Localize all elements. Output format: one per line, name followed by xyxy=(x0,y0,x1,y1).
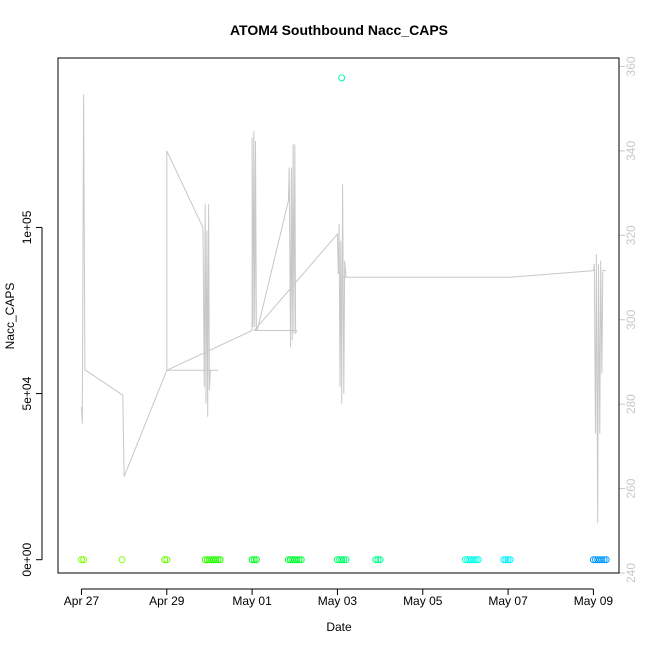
series-line xyxy=(81,94,607,524)
plot-frame xyxy=(57,57,620,574)
scatter-point xyxy=(374,556,382,564)
scatter-point xyxy=(506,556,514,564)
scatter-point xyxy=(250,556,258,564)
y2-tick-label: 240 xyxy=(624,563,638,583)
scatter-point xyxy=(216,556,224,564)
x-tick-label: May 01 xyxy=(232,594,272,608)
scatter-point xyxy=(118,556,126,564)
scatter-point xyxy=(504,556,512,564)
y-tick-label: 0e+00 xyxy=(20,543,34,577)
scatter-point xyxy=(600,556,608,564)
y2-tick-label: 260 xyxy=(624,478,638,498)
chart-title: ATOM4 Southbound Nacc_CAPS xyxy=(230,22,448,38)
points-layer xyxy=(78,74,610,564)
scatter-point xyxy=(340,556,348,564)
y2-tick-label: 280 xyxy=(624,394,638,414)
y2-tick-label: 300 xyxy=(624,309,638,329)
scatter-point xyxy=(293,556,301,564)
x-axis-label: Date xyxy=(326,620,352,634)
series-layer xyxy=(81,94,607,524)
scatter-point xyxy=(212,556,220,564)
scatter-point xyxy=(78,556,85,564)
scatter-point xyxy=(248,556,256,564)
y2-tick-label: 360 xyxy=(624,56,638,76)
x-tick-label: Apr 29 xyxy=(149,594,185,608)
y2-tick-label: 320 xyxy=(624,225,638,245)
y-axis-label: Nacc_CAPS xyxy=(3,283,17,350)
scatter-point xyxy=(338,556,346,564)
scatter-point xyxy=(297,556,305,564)
y-tick-label: 5e+04 xyxy=(20,376,34,410)
scatter-point xyxy=(342,556,350,564)
x-tick-label: May 03 xyxy=(318,594,358,608)
scatter-point xyxy=(214,556,222,564)
x-tick-label: May 07 xyxy=(488,594,528,608)
y-tick-label: 1e+05 xyxy=(20,210,34,244)
scatter-point xyxy=(338,74,346,82)
scatter-point xyxy=(80,556,88,564)
scatter-point xyxy=(474,556,482,564)
scatter-point xyxy=(376,556,384,564)
scatter-point xyxy=(163,556,171,564)
axes-layer: Apr 27 Apr 29 May 01 May 03 May 05 May 07 May … xyxy=(20,56,638,608)
x-tick-label: May 09 xyxy=(574,594,614,608)
scatter-point xyxy=(161,556,169,564)
scatter-point xyxy=(602,556,610,564)
x-tick-label: May 05 xyxy=(403,594,443,608)
x-tick-label: Apr 27 xyxy=(64,594,100,608)
scatter-point xyxy=(598,556,606,564)
scatter-point xyxy=(472,556,480,564)
scatter-point xyxy=(502,556,510,564)
scatter-point xyxy=(252,556,260,564)
y2-tick-label: 340 xyxy=(624,141,638,161)
scatter-point xyxy=(295,556,303,564)
scatter-point xyxy=(372,556,380,564)
scatter-point xyxy=(470,556,478,564)
